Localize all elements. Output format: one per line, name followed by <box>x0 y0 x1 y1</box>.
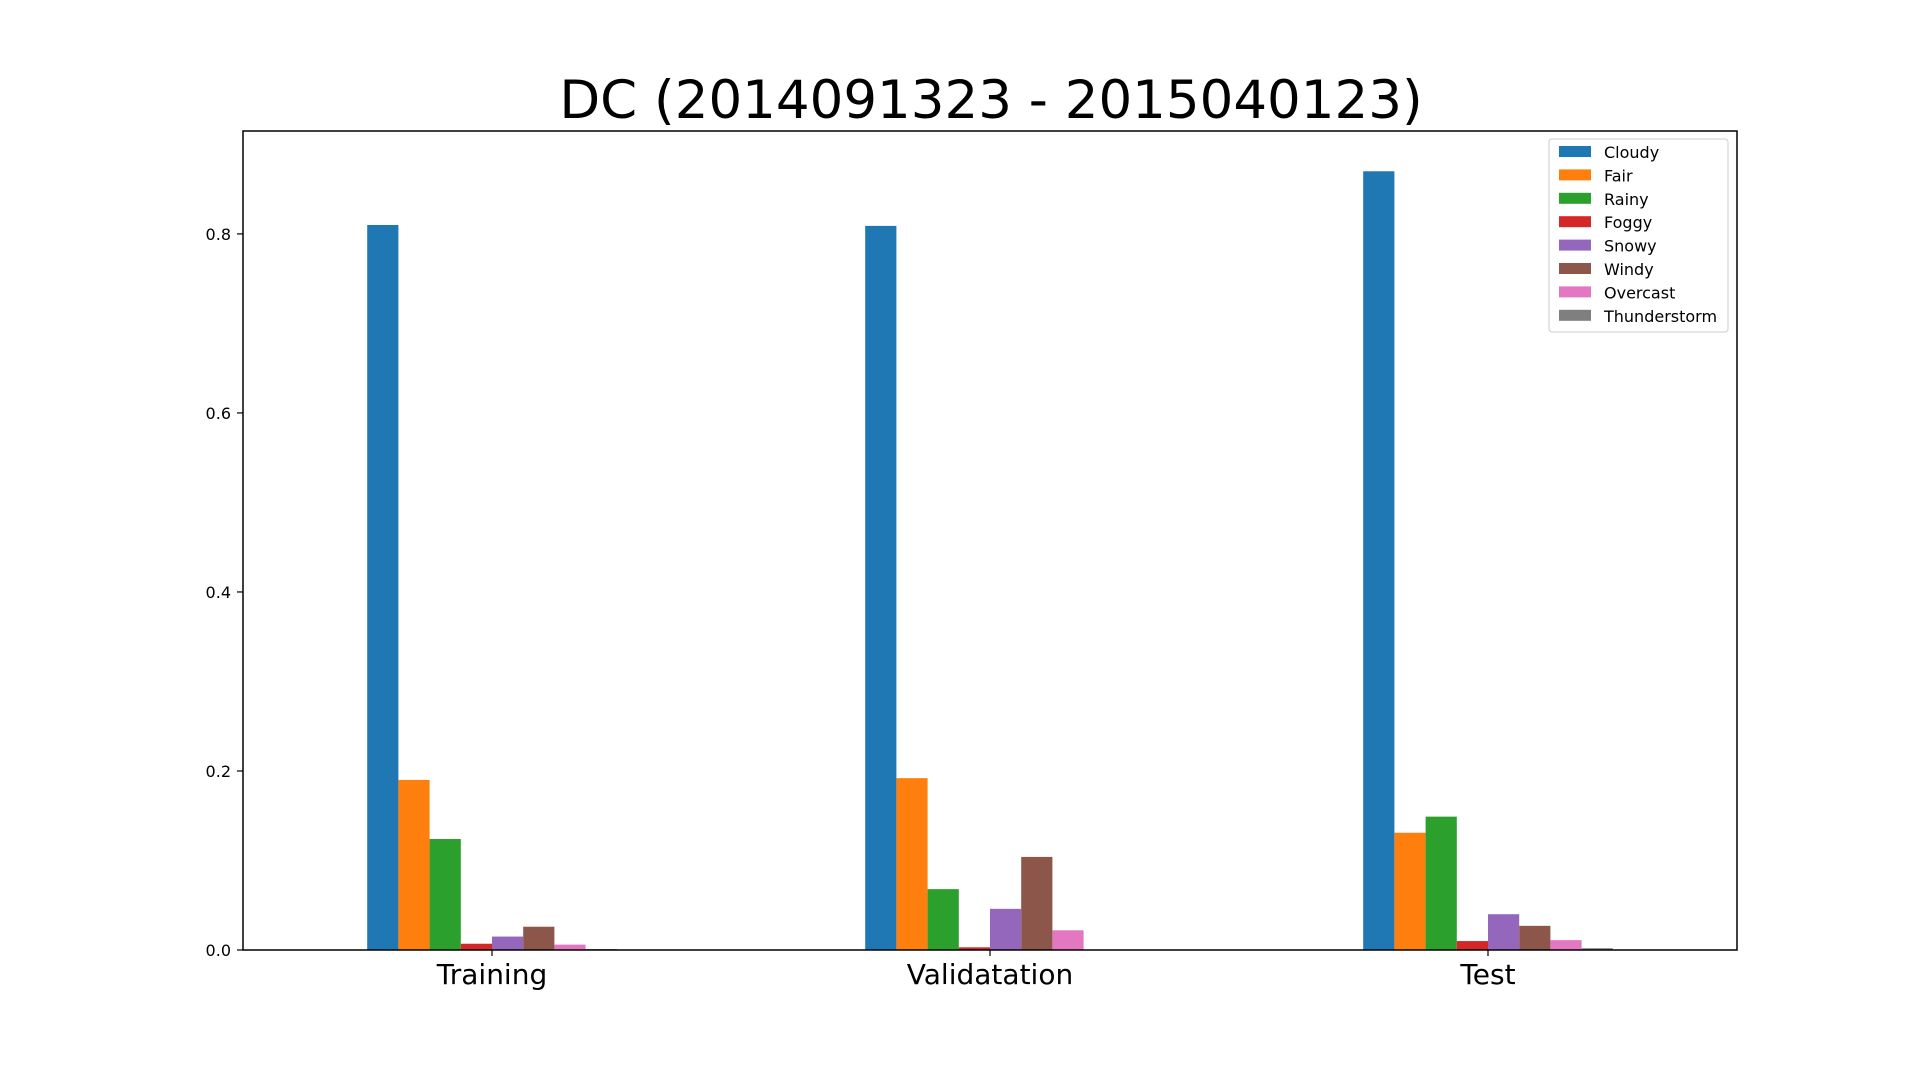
bar-foggy-validatation <box>958 947 990 950</box>
bar-windy-validatation <box>1021 856 1053 950</box>
bar-rainy-training <box>429 839 461 950</box>
bar-cloudy-training <box>367 224 399 951</box>
y-tick-label: 0.2 <box>206 762 231 781</box>
bar-cloudy-validatation <box>865 225 897 950</box>
bar-fair-validatation <box>896 778 928 950</box>
y-tick-label: 0.4 <box>206 583 231 602</box>
bar-windy-test <box>1519 925 1551 950</box>
legend-label-fair: Fair <box>1604 166 1633 185</box>
bar-overcast-validatation <box>1052 930 1084 950</box>
bar-snowy-test <box>1488 914 1520 950</box>
bar-snowy-training <box>492 936 524 950</box>
legend-label-foggy: Foggy <box>1604 213 1652 232</box>
legend: Cloudy Fair Rainy Foggy Snowy Windy Overcast Th… <box>1548 138 1729 333</box>
bar-rainy-validatation <box>927 889 959 950</box>
bar-thunderstorm-test <box>1581 948 1613 950</box>
bar-rainy-test <box>1425 816 1457 950</box>
legend-label-rainy: Rainy <box>1604 190 1649 209</box>
legend-swatch-rainy <box>1559 192 1591 204</box>
legend-swatch-cloudy <box>1559 146 1591 157</box>
legend-swatch-thunderstorm <box>1559 309 1591 321</box>
bar-fair-test <box>1394 832 1426 950</box>
plot-frame <box>242 130 1738 951</box>
legend-swatch-snowy <box>1559 239 1591 251</box>
legend-swatch-foggy <box>1559 216 1591 228</box>
x-axis: Training Validatation Test <box>436 950 1516 991</box>
bar-overcast-test <box>1550 940 1582 950</box>
legend-swatch-overcast <box>1559 286 1591 298</box>
legend-label-thunderstorm: Thunderstorm <box>1603 307 1717 326</box>
x-tick-label: Training <box>436 958 547 991</box>
legend-label-overcast: Overcast <box>1604 283 1675 302</box>
y-tick-label: 0.0 <box>206 941 231 960</box>
legend-label-cloudy: Cloudy <box>1604 143 1659 162</box>
legend-box <box>1548 138 1729 333</box>
bar-fair-training <box>398 779 430 950</box>
chart-title: DC (2014091323 - 2015040123) <box>559 70 1422 131</box>
x-tick-label: Test <box>1459 958 1515 991</box>
x-tick-label: Validatation <box>907 958 1073 991</box>
legend-swatch-windy <box>1559 263 1591 274</box>
bar-foggy-test <box>1456 941 1488 950</box>
bar-foggy-training <box>460 943 492 950</box>
legend-label-windy: Windy <box>1604 260 1654 279</box>
bar-cloudy-test <box>1363 171 1395 950</box>
y-tick-label: 0.8 <box>206 225 231 244</box>
bar-overcast-training <box>554 944 586 950</box>
legend-swatch-fair <box>1559 169 1591 181</box>
bars-group <box>367 171 1613 951</box>
y-axis: 0.0 0.2 0.4 0.6 0.8 <box>206 225 243 960</box>
bar-windy-training <box>523 926 555 950</box>
bar-snowy-validatation <box>990 908 1022 950</box>
y-tick-label: 0.6 <box>206 404 231 423</box>
legend-label-snowy: Snowy <box>1604 237 1657 256</box>
